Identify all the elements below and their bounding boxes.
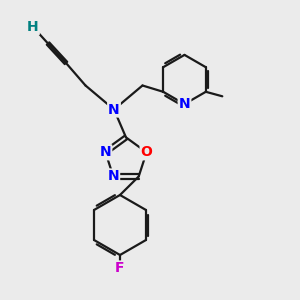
Text: N: N xyxy=(108,103,120,116)
Text: F: F xyxy=(115,262,125,275)
Text: N: N xyxy=(179,97,190,111)
Text: N: N xyxy=(107,169,119,184)
Text: N: N xyxy=(100,145,111,159)
Text: O: O xyxy=(141,145,152,159)
Text: H: H xyxy=(27,20,39,34)
